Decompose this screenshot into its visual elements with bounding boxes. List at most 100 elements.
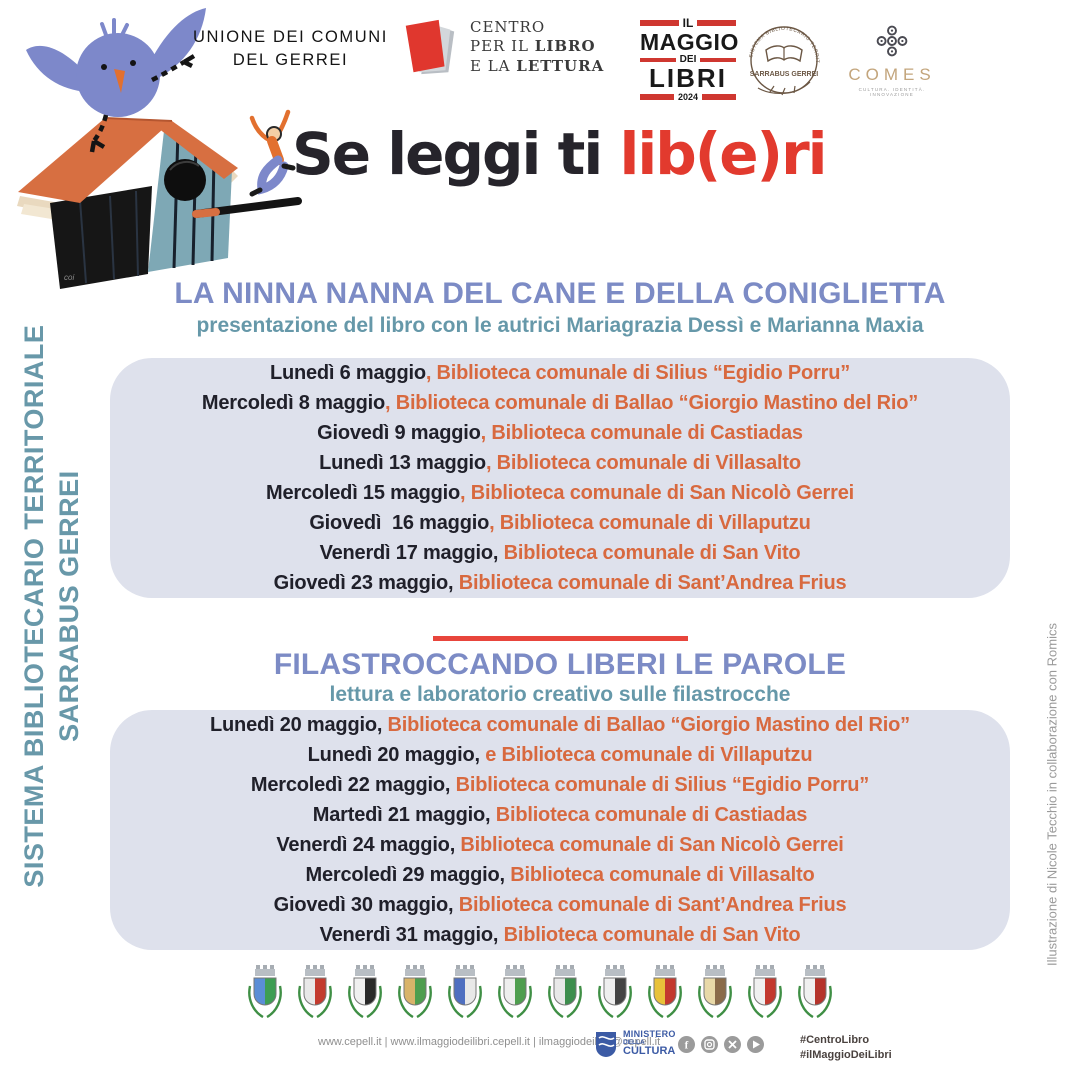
event-row: Mercoledì 8 maggio, Biblioteca comunale …: [110, 388, 1010, 418]
left-rail-label: SISTEMA BIBLIOTECARIO TERRITORIALE SARRA…: [18, 324, 84, 888]
instagram-icon[interactable]: [701, 1036, 718, 1053]
event-row: Lunedì 20 maggio, Biblioteca comunale di…: [110, 710, 1010, 740]
event-row: Venerdì 31 maggio, Biblioteca comunale d…: [110, 920, 1010, 950]
event-venue: Biblioteca comunale di Sant’Andrea Frius: [453, 572, 847, 594]
event-row: Venerdì 24 maggio, Biblioteca comunale d…: [110, 830, 1010, 860]
title-red-part: lib(e)ri: [619, 120, 827, 188]
seal-name: SARRABUS GERREI: [750, 71, 819, 78]
event-date: Mercoledì 29 maggio,: [305, 864, 506, 886]
ministero-line2: DELLA: [623, 1038, 645, 1046]
red-book-icon: [405, 19, 455, 75]
event-row: Giovedì 16 maggio, Biblioteca comunale d…: [110, 508, 1010, 538]
municipal-crest: [496, 962, 534, 1023]
event-venue: Biblioteca comunale di San Nicolò Gerrei: [455, 834, 844, 856]
municipal-crest: [346, 962, 384, 1023]
page-title: Se leggi ti lib(e)ri: [292, 120, 828, 188]
event-row: Giovedì 9 maggio, Biblioteca comunale di…: [110, 418, 1010, 448]
maggio-dei-libri-logo: IL MAGGIO DEI LIBRI 2024: [640, 16, 739, 103]
event-venue: , Biblioteca comunale di Castiadas: [480, 422, 803, 444]
birdhouse-hole: [169, 160, 200, 171]
centro-libro-logo: CENTRO PER IL LIBRO E LA LETTURA: [398, 16, 604, 78]
unione-line1: UNIONE DEI COMUNI: [193, 28, 388, 46]
event-date: Martedì 21 maggio,: [312, 804, 491, 826]
event-date: Mercoledì 8 maggio: [201, 392, 385, 414]
unione-comuni-logo: UNIONE DEI COMUNI DEL GERREI: [183, 26, 398, 72]
municipal-crest: [296, 962, 334, 1023]
event-date: Mercoledì 22 maggio,: [250, 774, 451, 796]
section2-subheading: lettura e laboratorio creativo sulle fil…: [329, 683, 791, 706]
svg-text:f: f: [685, 1040, 689, 1052]
comes-tagline: CULTURA. IDENTITÀ. INNOVAZIONE: [858, 87, 926, 97]
hashtags: #CentroLibro #ilMaggioDeiLibri: [800, 1033, 892, 1063]
facebook-icon[interactable]: f: [678, 1036, 695, 1053]
section1-heading: LA NINNA NANNA DEL CANE E DELLA CONIGLIE…: [174, 277, 946, 310]
youtube-icon[interactable]: [747, 1036, 764, 1053]
event-row: Mercoledì 29 maggio, Biblioteca comunale…: [110, 860, 1010, 890]
hashtag-ilmaggiodeilibri: #ilMaggioDeiLibri: [800, 1048, 892, 1061]
section1-subheading: presentazione del libro con le autrici M…: [196, 314, 924, 337]
event-date: Lunedì 6 maggio: [269, 362, 426, 384]
section2-heading: FILASTROCCANDO LIBERI LE PAROLE: [273, 648, 847, 681]
comes-icon: [876, 25, 908, 57]
event-venue: e Biblioteca comunale di Villaputzu: [479, 744, 813, 766]
seal-book-icon: [765, 45, 803, 63]
municipal-crest: [246, 962, 284, 1023]
event-date: Lunedì 20 maggio,: [307, 744, 480, 766]
event-date: Giovedì 9 maggio: [317, 422, 481, 444]
event-venue: , Biblioteca comunale di Ballao “Giorgio…: [384, 392, 919, 414]
illustrator-signature: coi: [64, 273, 74, 282]
event-venue: , Biblioteca comunale di Silius “Egidio …: [425, 362, 851, 384]
event-venue: Biblioteca comunale di Villasalto: [504, 864, 815, 886]
event-venue: Biblioteca comunale di Sant’Andrea Frius: [453, 894, 847, 916]
comes-logo: COMES CULTURA. IDENTITÀ. INNOVAZIONE: [842, 24, 942, 97]
red-divider: [432, 636, 688, 641]
municipal-crest: [596, 962, 634, 1023]
bird: [26, 8, 206, 153]
footer-links[interactable]: www.cepell.it | www.ilmaggiodeilibri.cep…: [318, 1036, 661, 1048]
title-black-part: Se leggi ti: [292, 120, 620, 188]
event-date: Mercoledì 15 maggio: [266, 482, 461, 504]
illustration-credit: Illustrazione di Nicole Tecchio in colla…: [1044, 623, 1060, 966]
content-area: LA NINNA NANNA DEL CANE E DELLA CONIGLIE…: [110, 278, 1010, 950]
centro-line2: PER IL LIBRO: [470, 37, 596, 56]
event-date: Venerdì 17 maggio,: [319, 542, 499, 564]
unione-line2: DEL GERREI: [232, 51, 349, 70]
event-date: Giovedì 16 maggio: [309, 512, 490, 534]
svg-text:SISTEMA BIBLIOTECARIO TERRITOR: SISTEMA BIBLIOTECARIO TERRITORIALE: [740, 16, 820, 63]
municipal-crest: [646, 962, 684, 1023]
jumping-person-illustration: [249, 109, 296, 197]
event-venue: , Biblioteca comunale di Villaputzu: [489, 512, 811, 534]
event-row: Martedì 21 maggio, Biblioteca comunale d…: [110, 800, 1010, 830]
ministero-cultura-logo: MINISTERO DELLA CULTURA: [594, 1029, 676, 1058]
event-row: Lunedì 6 maggio, Biblioteca comunale di …: [110, 358, 1010, 388]
x-icon[interactable]: [724, 1036, 741, 1053]
ministero-line3: CULTURA: [623, 1045, 676, 1058]
municipal-crests-row: [0, 962, 1080, 1023]
section1-events-panel: Lunedì 6 maggio, Biblioteca comunale di …: [110, 358, 1010, 598]
ministero-line1: MINISTERO: [623, 1029, 676, 1040]
event-venue: Biblioteca comunale di Silius “Egidio Po…: [450, 774, 870, 796]
municipal-crest: [446, 962, 484, 1023]
event-date: Lunedì 13 maggio: [319, 452, 486, 474]
event-date: Venerdì 31 maggio,: [319, 924, 499, 946]
event-row: Lunedì 13 maggio, Biblioteca comunale di…: [110, 448, 1010, 478]
event-venue: , Biblioteca comunale di Villasalto: [485, 452, 801, 474]
birdhouse-illustration: coi: [17, 8, 302, 289]
hashtag-centrolibro: #CentroLibro: [800, 1034, 870, 1046]
event-venue: , Biblioteca comunale di San Nicolò Gerr…: [460, 482, 854, 504]
section2-events-panel: Lunedì 20 maggio, Biblioteca comunale di…: [110, 710, 1010, 950]
event-row: Mercoledì 22 maggio, Biblioteca comunale…: [110, 770, 1010, 800]
event-row: Lunedì 20 maggio, e Biblioteca comunale …: [110, 740, 1010, 770]
municipal-crest: [796, 962, 834, 1023]
event-row: Giovedì 30 maggio, Biblioteca comunale d…: [110, 890, 1010, 920]
event-row: Venerdì 17 maggio, Biblioteca comunale d…: [110, 538, 1010, 568]
ministero-emblem-icon: [596, 1032, 616, 1058]
seal-laurel: [757, 81, 811, 96]
municipal-crest: [746, 962, 784, 1023]
social-icons: f: [678, 1036, 764, 1053]
centro-line1: CENTRO: [470, 17, 546, 36]
event-venue: Biblioteca comunale di San Vito: [498, 542, 801, 564]
municipal-crest: [696, 962, 734, 1023]
municipal-crest: [396, 962, 434, 1023]
municipal-crest: [546, 962, 584, 1023]
